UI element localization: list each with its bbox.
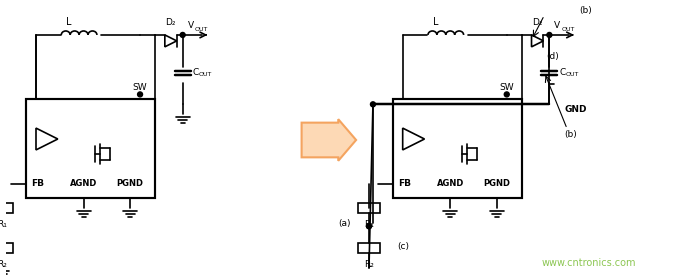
Text: (b): (b) [579, 6, 592, 15]
Text: R₂: R₂ [0, 260, 7, 269]
Text: (a): (a) [338, 219, 351, 228]
Bar [358, 203, 380, 213]
Text: (b): (b) [564, 129, 577, 139]
Text: R₁: R₁ [0, 220, 7, 229]
Text: PGND: PGND [117, 179, 144, 188]
Text: AGND: AGND [437, 179, 464, 188]
Text: L: L [433, 17, 438, 27]
Bar [358, 243, 380, 253]
Circle shape [547, 32, 552, 37]
Text: D₂: D₂ [532, 18, 542, 27]
FancyArrow shape [302, 119, 356, 161]
Polygon shape [402, 128, 424, 150]
Text: FB: FB [398, 179, 411, 188]
Polygon shape [36, 128, 58, 150]
Text: L: L [66, 17, 71, 27]
Text: FB: FB [32, 179, 45, 188]
Text: V: V [554, 21, 561, 30]
Polygon shape [164, 35, 176, 47]
Text: OUT: OUT [565, 72, 579, 77]
Text: SW: SW [499, 83, 514, 92]
Circle shape [0, 224, 5, 229]
Text: (d): (d) [547, 52, 559, 61]
Bar [26, 99, 155, 198]
Text: AGND: AGND [70, 179, 97, 188]
Circle shape [180, 32, 186, 37]
Text: D₂: D₂ [165, 18, 176, 27]
Text: R₂: R₂ [364, 260, 374, 269]
Text: R₁: R₁ [364, 220, 374, 229]
Text: GND: GND [564, 105, 587, 114]
Text: OUT: OUT [195, 27, 208, 32]
Text: (c): (c) [398, 242, 410, 251]
Text: C: C [559, 68, 566, 77]
Circle shape [367, 224, 372, 229]
Bar [393, 99, 522, 198]
Polygon shape [531, 35, 543, 47]
Circle shape [504, 92, 509, 97]
Circle shape [367, 224, 372, 229]
Text: PGND: PGND [483, 179, 510, 188]
Text: OUT: OUT [199, 72, 212, 77]
Bar [0, 203, 13, 213]
Text: C: C [193, 68, 199, 77]
Circle shape [138, 92, 143, 97]
Text: SW: SW [133, 83, 148, 92]
Bar [0, 243, 13, 253]
Text: V: V [188, 21, 194, 30]
Text: www.cntronics.com: www.cntronics.com [541, 258, 636, 268]
Circle shape [370, 102, 375, 107]
Text: OUT: OUT [561, 27, 575, 32]
